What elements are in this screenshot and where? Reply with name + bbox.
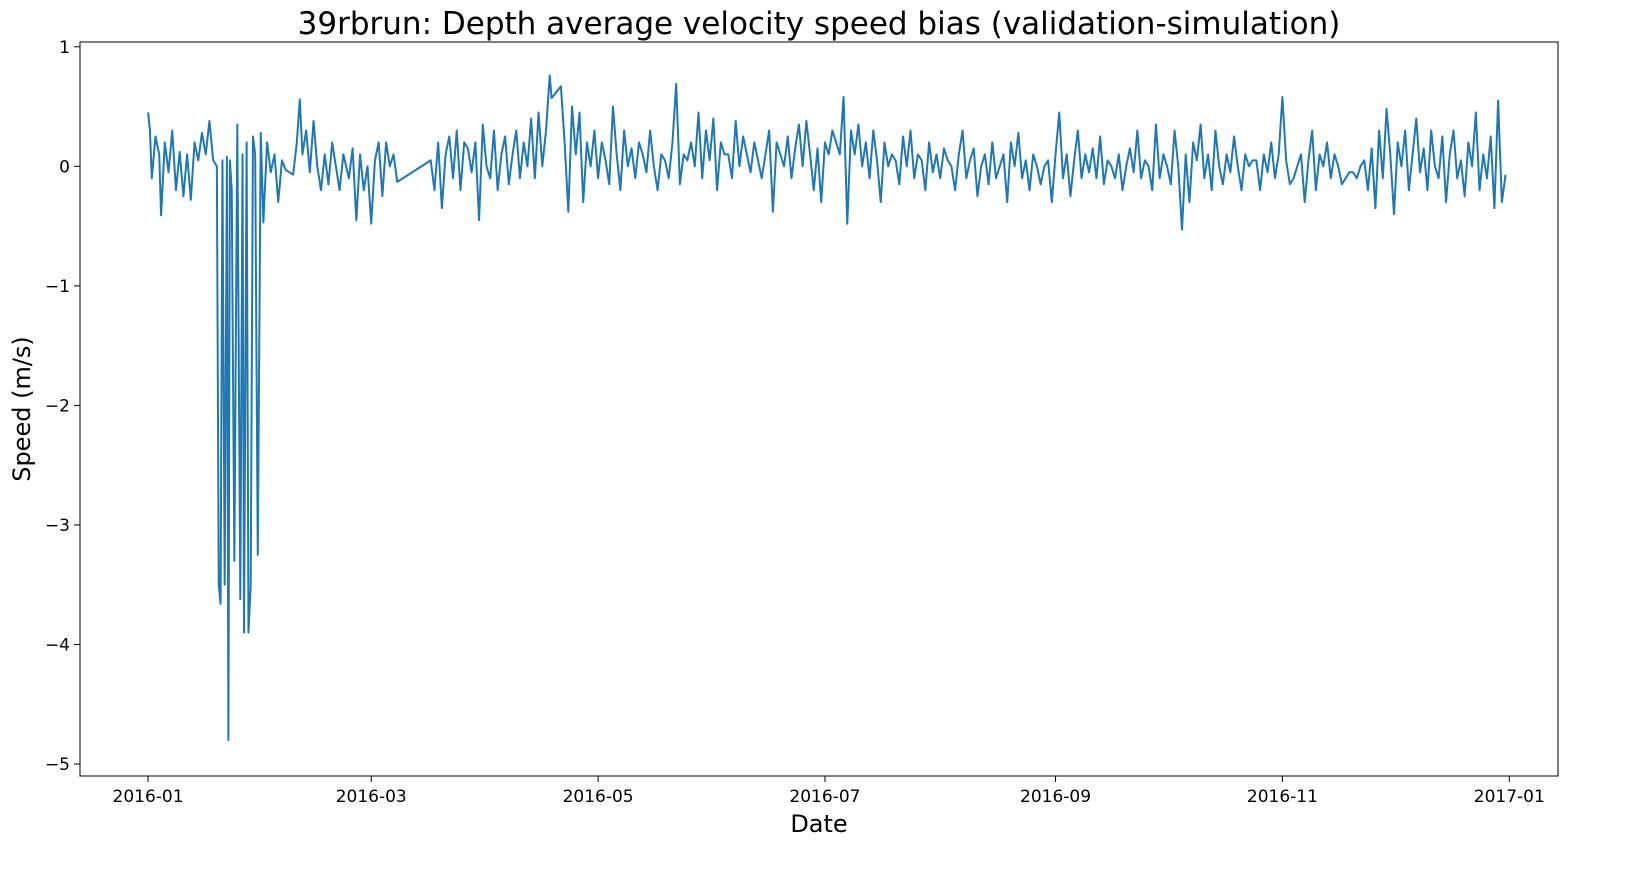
y-axis-label: Speed (m/s)	[8, 336, 36, 482]
y-tick-label: 0	[59, 157, 70, 177]
y-tick-label: −1	[45, 277, 70, 297]
x-tick-label: 2016-03	[336, 787, 407, 807]
chart-title: 39rbrun: Depth average velocity speed bi…	[298, 6, 1341, 42]
y-tick-label: −3	[45, 516, 70, 536]
x-tick-label: 2016-05	[563, 787, 634, 807]
x-tick-label: 2016-01	[113, 787, 184, 807]
x-axis-label: Date	[790, 810, 847, 838]
x-tick-label: 2016-11	[1247, 787, 1318, 807]
y-tick-label: −4	[45, 636, 70, 656]
data-line	[147, 74, 1507, 742]
axes-frame	[79, 41, 1559, 777]
x-tick-label: 2016-09	[1020, 787, 1091, 807]
y-tick-label: −5	[45, 755, 70, 775]
y-tick-label: 1	[59, 38, 70, 58]
x-tick-label: 2017-01	[1474, 787, 1545, 807]
y-tick-label: −2	[45, 396, 70, 416]
x-tick-label: 2016-07	[789, 787, 860, 807]
